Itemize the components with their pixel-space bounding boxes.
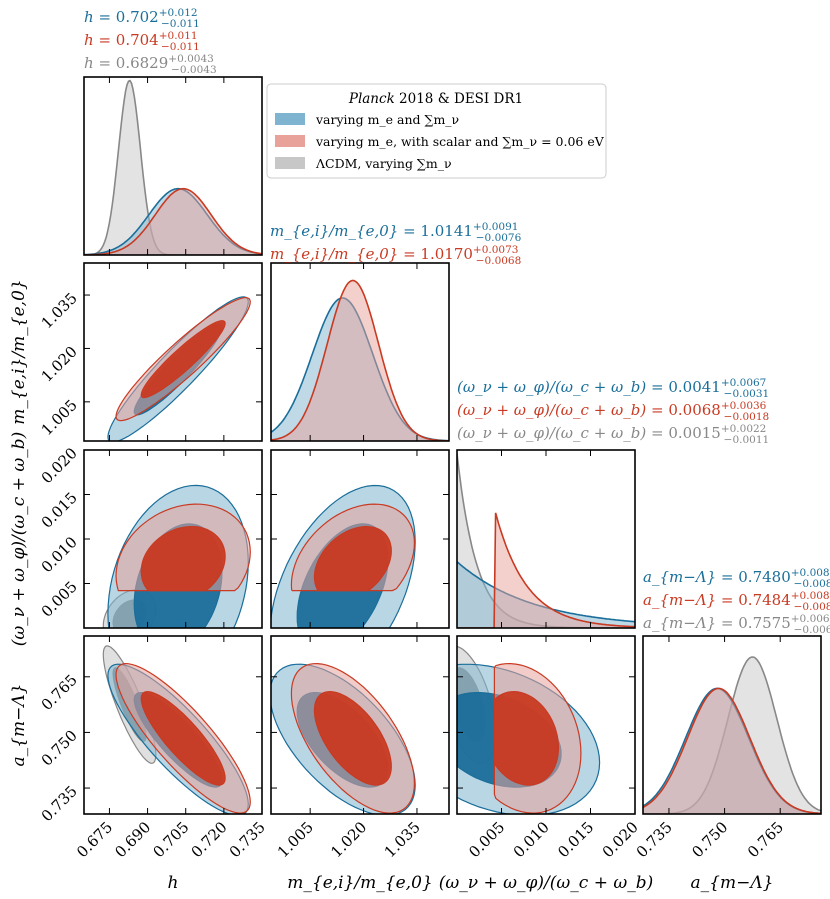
- panel-frame-me-h: [83, 262, 263, 442]
- legend-entry-blue: varying m_e and ∑m_ν: [315, 112, 459, 127]
- x-tick-label-om: 0.010: [510, 818, 553, 861]
- marginal-h: [84, 79, 262, 255]
- x-axis-label-om: (ω_ν + ω_φ)/(ω_c + ω_b): [439, 873, 653, 893]
- marginal-am: [643, 656, 821, 814]
- contour-am-vs-me: [271, 662, 416, 814]
- marginal-om: [457, 453, 635, 628]
- marginal-om-red-line: [457, 512, 635, 628]
- y-tick-label-om: 0.005: [38, 578, 81, 621]
- panel-frame-me-me: [270, 262, 450, 442]
- panel-frame-am-am: [642, 635, 822, 815]
- y-tick-label-me: 1.035: [38, 289, 81, 332]
- y-tick-label-me: 1.020: [38, 343, 81, 386]
- marginal-h-gray-fill: [84, 80, 262, 255]
- x-axis-label-am: a_{m−Λ}: [691, 873, 774, 893]
- x-tick-label-me: 1.035: [381, 818, 424, 861]
- constraint-am-red: a_{m−Λ} = 0.7484+0.0085−0.0084: [643, 590, 830, 613]
- x-tick-label-h: 0.705: [149, 818, 192, 861]
- y-axis-label-om: (ω_ν + ω_φ)/(ω_c + ω_b): [9, 432, 29, 646]
- marginal-me-red-fill: [271, 280, 449, 441]
- y-axis-label-me: m_{e,i}/m_{e,0}: [9, 279, 29, 424]
- legend-entry-gray: ΛCDM, varying ∑m_ν: [315, 156, 452, 171]
- contour-om-vs-me: [271, 484, 416, 628]
- constraint-h-red: h = 0.704+0.011 −0.011: [84, 30, 200, 53]
- constraint-am-gray: a_{m−Λ} = 0.7575+0.0067−0.0065: [643, 613, 830, 636]
- constraint-om-blue: (ω_ν + ω_φ)/(ω_c + ω_b) = 0.0041+0.0067−…: [457, 377, 769, 400]
- constraint-h-blue: h = 0.702+0.012 −0.011: [84, 7, 200, 30]
- y-tick-label-me: 1.005: [38, 396, 81, 439]
- panel-frame-am-h: [83, 635, 263, 815]
- marginal-h-red-line: [84, 187, 262, 255]
- legend-title: Planck 2018 & DESI DR1: [348, 91, 523, 107]
- legend-entry-red: varying m_e, with scalar and ∑m_ν = 0.06…: [315, 134, 605, 149]
- contour-am-vs-om: [457, 645, 601, 814]
- x-tick-label-om: 0.020: [599, 818, 642, 861]
- legend-swatch-red: [275, 135, 305, 147]
- x-tick-label-am: 0.735: [633, 818, 676, 861]
- marginal-am-red-line: [643, 687, 821, 814]
- x-axis-label-h: h: [168, 873, 179, 893]
- legend-box: [266, 83, 607, 179]
- panel-frame-h-h: [83, 76, 263, 256]
- x-tick-label-h: 0.675: [73, 818, 116, 861]
- x-axis-label-me: m_{e,i}/m_{e,0}: [287, 873, 432, 893]
- constraint-me-blue: m_{e,i}/m_{e,0} = 1.0141+0.0091 −0.0076: [270, 221, 522, 244]
- constraint-me-red: m_{e,i}/m_{e,0} = 1.0170+0.0073 −0.0068: [270, 244, 521, 267]
- legend-swatch-blue: [275, 113, 305, 125]
- contour-am-vs-h: [102, 645, 251, 814]
- y-tick-label-am: 0.765: [38, 671, 81, 714]
- contour-am-vs-h-red-1sigma: [140, 690, 226, 786]
- marginal-om-red-fill: [457, 512, 635, 628]
- marginal-am-red-fill: [643, 688, 821, 814]
- legend-swatch-gray: [275, 157, 305, 169]
- contour-om-vs-h: [102, 484, 251, 628]
- y-tick-label-om: 0.015: [38, 489, 81, 532]
- legend: Planck 2018 & DESI DR1 varying m_e and ∑m…: [266, 83, 607, 179]
- y-tick-label-am: 0.750: [38, 727, 81, 770]
- constraint-am-blue: a_{m−Λ} = 0.7480+0.0087−0.0082: [643, 567, 830, 590]
- constraint-om-gray: (ω_ν + ω_φ)/(ω_c + ω_b) = 0.0015+0.0022−…: [457, 423, 769, 446]
- constraint-h-gray: h = 0.6829+0.0043 −0.0043: [84, 53, 217, 76]
- contour-om-vs-me-red-1sigma: [313, 525, 392, 592]
- x-tick-label-me: 1.005: [274, 818, 317, 861]
- constraint-om-red: (ω_ν + ω_φ)/(ω_c + ω_b) = 0.0068+0.0036−…: [457, 400, 769, 423]
- contour-om-vs-h-red-1sigma: [140, 526, 226, 592]
- y-tick-label-am: 0.735: [38, 782, 81, 825]
- contour-am-vs-om-red-1sigma: [493, 690, 560, 786]
- x-tick-label-am: 0.765: [744, 818, 787, 861]
- contour-me-vs-h-red-1sigma: [140, 320, 226, 399]
- x-tick-label-h: 0.690: [111, 818, 154, 861]
- x-tick-label-h: 0.735: [226, 818, 269, 861]
- x-tick-label-h: 0.720: [188, 818, 231, 861]
- contour-am-vs-me-red-1sigma: [313, 690, 392, 786]
- x-tick-label-am: 0.750: [688, 818, 731, 861]
- x-tick-label-om: 0.015: [554, 818, 597, 861]
- marginal-h-red-fill: [84, 188, 262, 255]
- contour-me-vs-h: [107, 296, 251, 441]
- panel-frame-am-me: [270, 635, 450, 815]
- x-tick-label-om: 0.005: [465, 818, 508, 861]
- y-axis-label-am: a_{m−Λ}: [9, 684, 29, 767]
- marginal-me-red-line: [271, 279, 449, 441]
- marginal-me: [271, 279, 449, 441]
- y-tick-label-om: 0.020: [38, 444, 81, 487]
- x-tick-label-me: 1.020: [327, 818, 370, 861]
- y-tick-label-om: 0.010: [38, 533, 81, 576]
